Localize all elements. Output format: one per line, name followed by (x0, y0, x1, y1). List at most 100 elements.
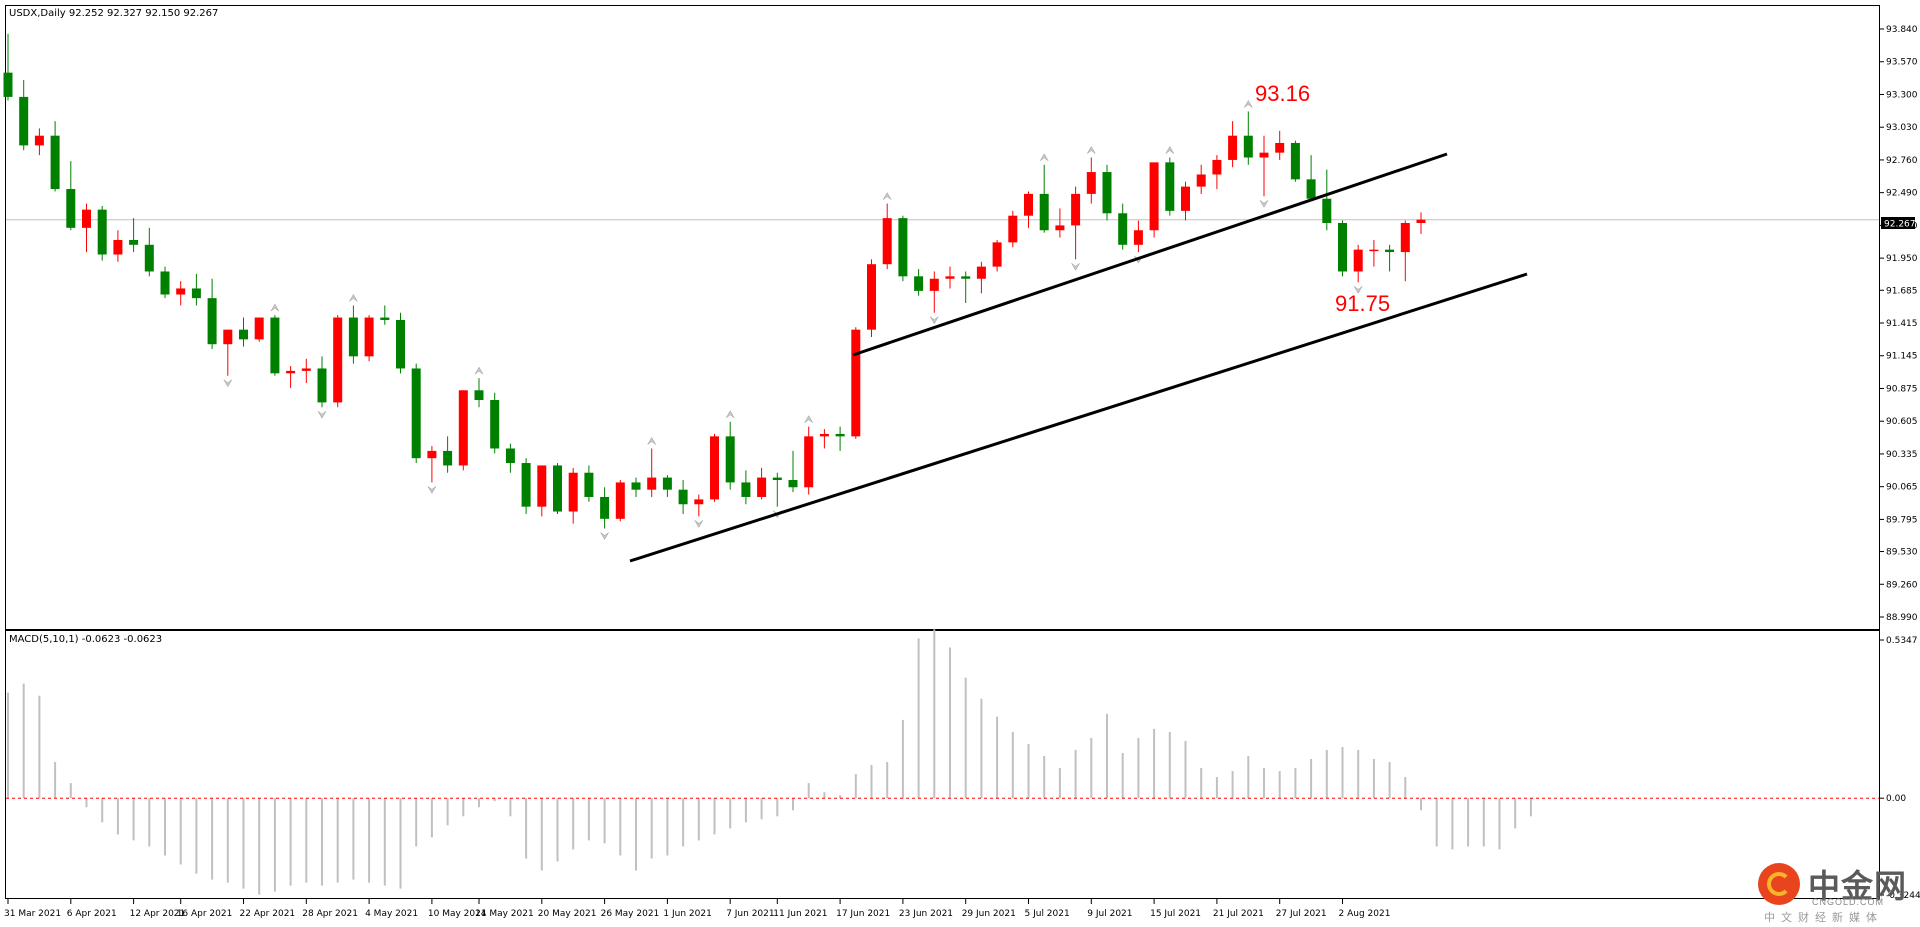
candle (914, 269, 924, 296)
candle (929, 271, 939, 313)
candle (505, 443, 515, 473)
fractal-up-icon (1165, 146, 1175, 154)
candle-body (788, 480, 798, 488)
candle-body (1228, 135, 1238, 160)
candle-body (1400, 222, 1410, 253)
candle (1385, 244, 1395, 272)
candle (961, 271, 971, 303)
macd-tick-label: 0.00 (1886, 794, 1906, 804)
candle-body (757, 477, 767, 497)
candle-body (961, 276, 971, 279)
date-tick-label: 27 Jul 2021 (1276, 909, 1327, 919)
candle-body (239, 329, 248, 340)
candle (1133, 220, 1143, 253)
candle (1416, 212, 1426, 234)
candle (113, 230, 123, 262)
candle-body (521, 463, 531, 507)
candle-body (553, 465, 562, 512)
date-tick-label: 2 Aug 2021 (1339, 909, 1391, 919)
price-tick-label: 89.795 (1886, 515, 1918, 525)
candle-body (474, 390, 484, 400)
date-tick-label: 31 Mar 2021 (4, 909, 61, 919)
date-tick-label: 4 May 2021 (365, 909, 418, 919)
candle-body (1338, 222, 1347, 272)
upper-trendline (852, 152, 1448, 357)
candle (1196, 164, 1206, 194)
candle (3, 33, 13, 101)
candle (600, 487, 610, 529)
candle-body (191, 288, 201, 299)
candle (631, 477, 641, 497)
candle-body (348, 317, 358, 357)
candle-body (301, 368, 311, 371)
candles (3, 33, 1426, 529)
candle (239, 317, 248, 347)
candle (725, 421, 735, 490)
fractal-up-icon (1087, 146, 1096, 154)
price-axis: 93.840 93.570 93.300 93.030 92.760 92.490 92.2… (1879, 25, 1918, 623)
current-price-label: 92.267 (1884, 220, 1916, 230)
candle (333, 315, 343, 408)
candle-body (1290, 142, 1300, 180)
candle-body (1071, 193, 1081, 226)
price-tick-label: 88.990 (1886, 613, 1918, 623)
candle-body (144, 244, 154, 272)
fractal-up-icon (882, 192, 892, 200)
candle-body (615, 482, 625, 519)
candle (945, 266, 955, 289)
candle (804, 426, 814, 495)
candle (490, 392, 500, 454)
candle (317, 356, 327, 408)
symbol-header: USDX,Daily 92.252 92.327 92.150 92.267 (9, 8, 218, 19)
candle-body (490, 399, 500, 449)
candle-body (819, 433, 829, 437)
macd-panel-frame (5, 630, 1880, 899)
fractal-up-icon (1039, 153, 1049, 161)
candle (254, 317, 264, 342)
candle-body (19, 96, 29, 146)
candle-body (427, 450, 437, 459)
candle-body (929, 278, 939, 291)
date-tick-label: 20 May 2021 (538, 909, 597, 919)
candle (898, 215, 908, 282)
candle (1024, 191, 1033, 228)
candle (1086, 157, 1096, 204)
date-tick-label: 26 May 2021 (601, 909, 660, 919)
candle (1008, 210, 1018, 248)
candle-body (411, 368, 421, 459)
date-tick-label: 28 Apr 2021 (302, 909, 358, 919)
candle (647, 448, 657, 497)
candle-body (914, 276, 924, 291)
candle-body (113, 239, 123, 255)
date-tick-label: 10 May 2021 (428, 909, 487, 919)
date-tick-label: 22 Apr 2021 (240, 909, 296, 919)
candle (584, 465, 594, 502)
date-tick-label: 29 Jun 2021 (962, 909, 1016, 919)
date-tick-label: 11 Jun 2021 (773, 909, 827, 919)
candle-body (34, 135, 44, 146)
price-tick-label: 93.300 (1886, 90, 1918, 100)
price-tick-label: 90.335 (1886, 450, 1918, 460)
date-tick-label: 6 Apr 2021 (67, 909, 117, 919)
candle-body (286, 370, 296, 374)
candle-body (364, 317, 374, 357)
candle-body (254, 317, 264, 340)
candle (1353, 244, 1363, 283)
date-tick-label: 17 Jun 2021 (836, 909, 890, 919)
candle (396, 312, 405, 374)
candle-body (741, 482, 751, 497)
fractal-down-icon (600, 532, 609, 541)
macd-axis: 0.5347 0.00 -0.3244 (1879, 636, 1920, 901)
price-tick-label: 93.030 (1886, 123, 1918, 133)
price-tick-label: 92.490 (1886, 189, 1918, 199)
candle (1400, 220, 1410, 282)
candle-body (945, 276, 955, 279)
macd-label: MACD(5,10,1) -0.0623 -0.0623 (9, 634, 162, 645)
fractal-down-icon (694, 520, 704, 528)
candle-body (694, 499, 704, 505)
candle-body (1322, 198, 1332, 223)
candle-body (772, 477, 782, 481)
candle (301, 358, 311, 384)
